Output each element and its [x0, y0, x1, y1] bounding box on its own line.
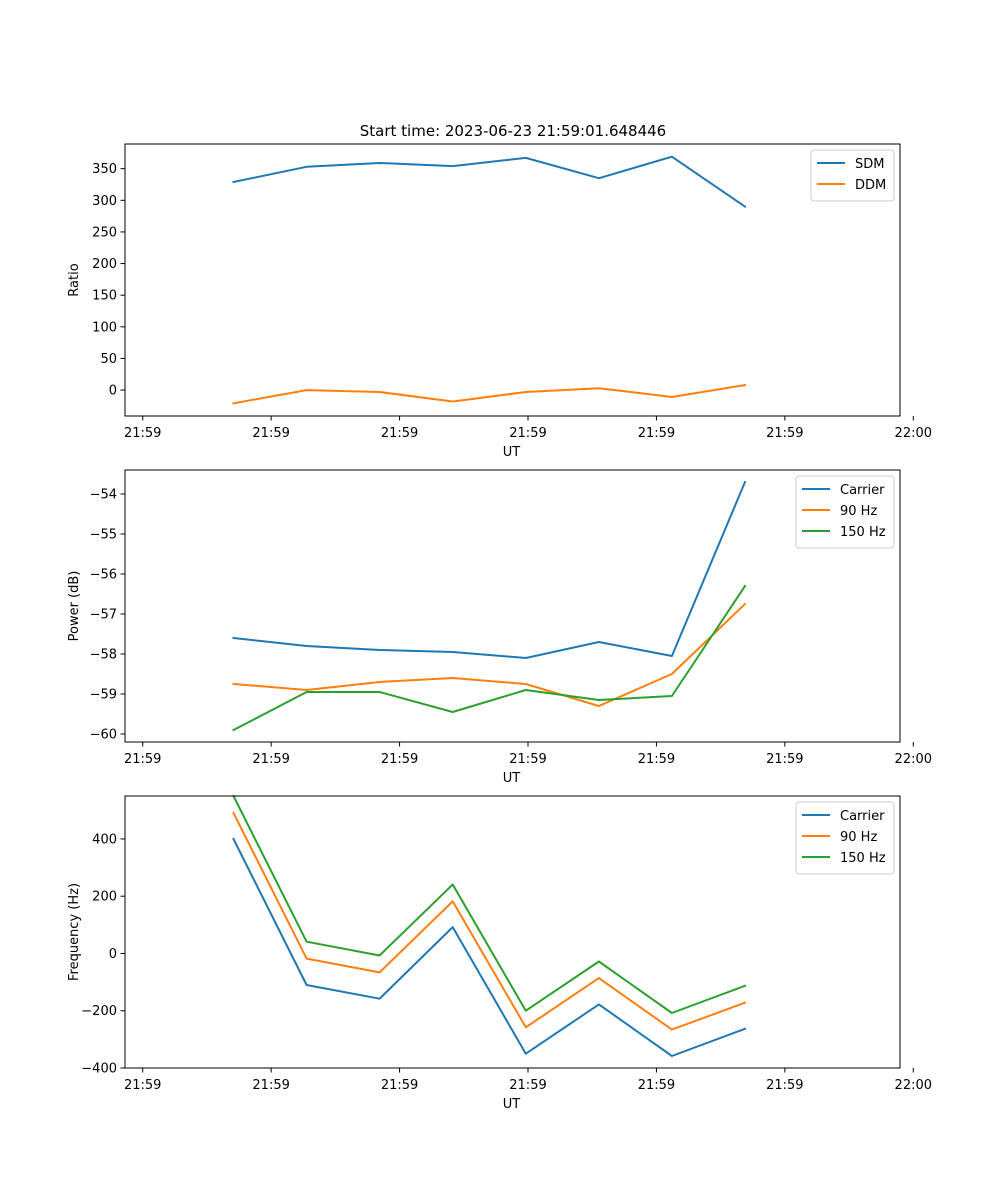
y-tick-label: −400	[81, 1062, 117, 1077]
x-tick-label: 21:59	[124, 752, 161, 767]
series-line-150-hz	[232, 584, 747, 732]
y-tick-label: 0	[109, 384, 117, 399]
x-tick-label: 21:59	[252, 1078, 289, 1093]
x-tick-label: 22:00	[895, 1078, 932, 1093]
series-line-90-hz	[232, 602, 747, 707]
series-line-ddm	[232, 383, 747, 405]
legend-label: 150 Hz	[840, 525, 886, 540]
x-axis-label: UT	[503, 771, 521, 786]
x-tick-label: 21:59	[381, 426, 418, 441]
y-axis-label: Power (dB)	[67, 571, 82, 642]
y-tick-label: 0	[109, 947, 117, 962]
chart-title: Start time: 2023-06-23 21:59:01.648446	[360, 122, 666, 140]
x-tick-label: 21:59	[638, 426, 675, 441]
legend: SDM DDM	[810, 149, 895, 202]
x-tick-label: 21:59	[509, 426, 546, 441]
y-tick-label: 350	[92, 162, 117, 177]
y-tick-label: 200	[92, 257, 117, 272]
y-tick-label: −59	[90, 688, 117, 703]
y-tick-label: −54	[90, 488, 117, 503]
legend: Carrier 90 Hz 150 Hz	[795, 801, 895, 875]
y-tick-label: 150	[92, 289, 117, 304]
legend-label: DDM	[855, 178, 886, 193]
x-axis-label: UT	[503, 1097, 521, 1112]
x-tick-label: 21:59	[766, 752, 803, 767]
x-axis-label: UT	[503, 445, 521, 460]
series-line-sdm	[232, 155, 747, 208]
x-tick-label: 21:59	[509, 752, 546, 767]
series-line-150-hz	[232, 794, 747, 1014]
x-tick-label: 22:00	[895, 752, 932, 767]
y-axis-label: Frequency (Hz)	[67, 883, 82, 981]
x-tick-label: 21:59	[381, 752, 418, 767]
legend-label: 150 Hz	[840, 851, 886, 866]
legend-label: SDM	[855, 157, 884, 172]
series-line-90-hz	[232, 811, 747, 1031]
series-line-carrier	[232, 837, 747, 1057]
y-tick-label: 100	[92, 320, 117, 335]
panel-3-series	[232, 794, 747, 1057]
x-tick-label: 21:59	[381, 1078, 418, 1093]
x-tick-label: 21:59	[766, 1078, 803, 1093]
x-tick-label: 21:59	[509, 1078, 546, 1093]
y-tick-label: −58	[90, 648, 117, 663]
x-tick-label: 21:59	[766, 426, 803, 441]
x-tick-label: 21:59	[638, 752, 675, 767]
y-tick-label: −60	[90, 728, 117, 743]
y-tick-label: 400	[92, 832, 117, 847]
y-axis-label: Ratio	[67, 263, 82, 296]
panel-1: 21:59 21:59 21:59 21:59 21:59 21:59 22:00 0 50 10…	[67, 143, 932, 460]
panel-3: 21:59 21:59 21:59 21:59 21:59 21:59 22:00 −400 −…	[67, 794, 932, 1112]
legend-label: 90 Hz	[840, 504, 877, 519]
y-tick-label: 250	[92, 225, 117, 240]
y-tick-label: −56	[90, 568, 117, 583]
x-tick-label: 22:00	[895, 426, 932, 441]
legend-label: Carrier	[840, 809, 885, 824]
x-tick-label: 21:59	[252, 426, 289, 441]
panel-1-frame	[124, 143, 901, 417]
y-tick-label: 200	[92, 890, 117, 905]
series-line-carrier	[232, 480, 747, 659]
panels: 21:59 21:59 21:59 21:59 21:59 21:59 22:00 0 50 10…	[67, 143, 932, 1112]
x-tick-label: 21:59	[124, 426, 161, 441]
x-tick-label: 21:59	[124, 1078, 161, 1093]
legend-label: 90 Hz	[840, 830, 877, 845]
panel-2-frame	[124, 469, 901, 743]
legend: Carrier 90 Hz 150 Hz	[795, 475, 895, 549]
y-tick-label: −55	[90, 528, 117, 543]
x-tick-label: 21:59	[638, 1078, 675, 1093]
panel-3-frame	[124, 795, 901, 1069]
panel-2: 21:59 21:59 21:59 21:59 21:59 21:59 22:00 −60 −5…	[67, 469, 932, 786]
panel-2-series	[232, 480, 747, 732]
legend-label: Carrier	[840, 483, 885, 498]
y-tick-label: −200	[81, 1004, 117, 1019]
x-tick-label: 21:59	[252, 752, 289, 767]
y-tick-label: −57	[90, 608, 117, 623]
panel-1-series	[232, 155, 747, 405]
y-tick-label: 50	[100, 352, 117, 367]
y-tick-label: 300	[92, 194, 117, 209]
